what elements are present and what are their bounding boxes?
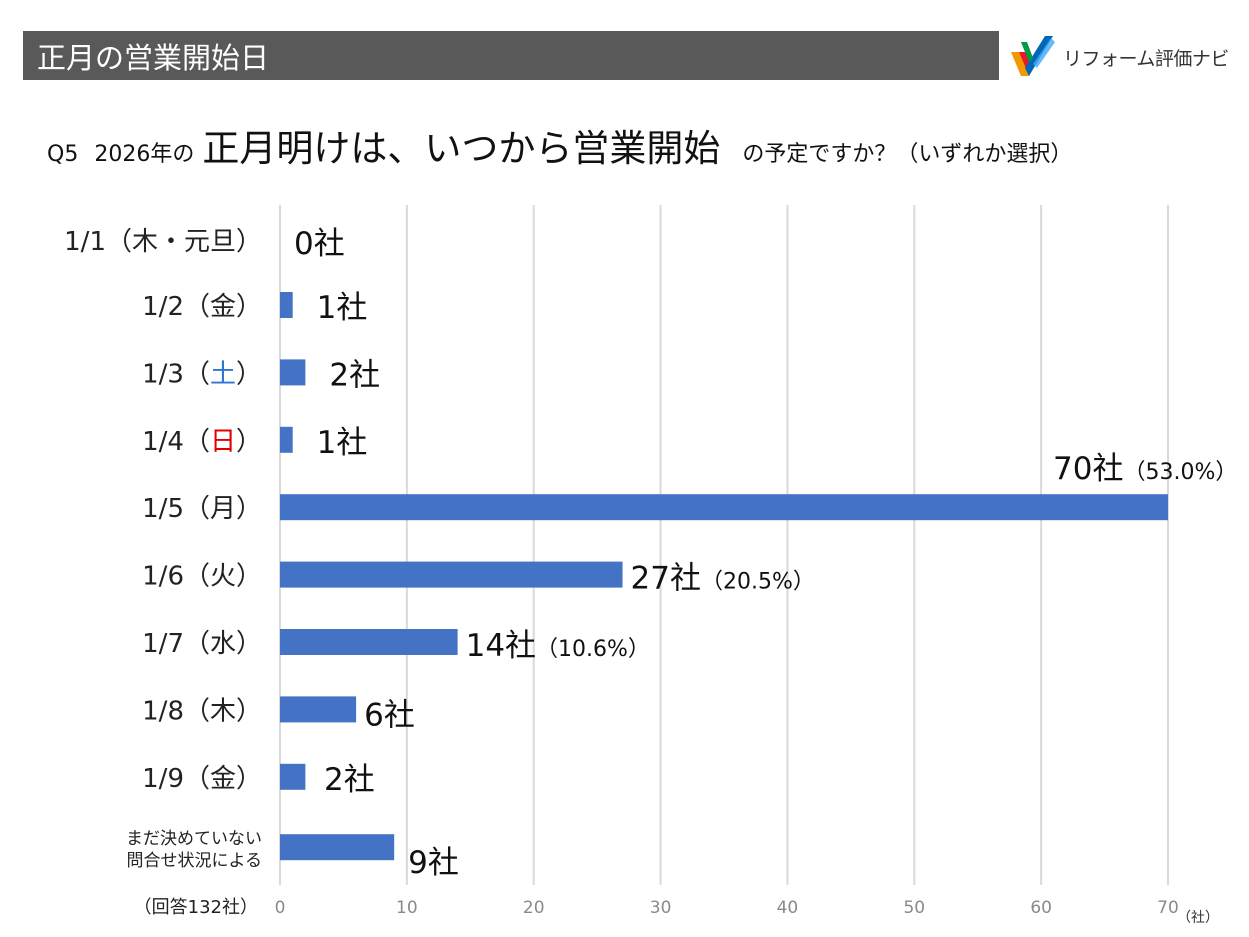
data-label: 2社 [329,357,380,393]
page-title: 正月の営業開始日 [23,31,999,80]
bar [280,561,623,588]
data-label: 27社（20.5%） [631,561,815,597]
data-label: 2社 [324,762,375,798]
x-axis-unit-label: （社） [1177,910,1219,926]
x-tick-label: 10 [396,898,418,918]
bar [280,629,458,655]
category-label: 1/2（金） [142,292,262,322]
page-title-text: 正月の営業開始日 [37,40,270,75]
bar [280,426,293,453]
category-label: 1/9（金） [142,764,262,794]
category-label: 1/7（水） [142,629,262,659]
x-tick-label: 40 [777,898,799,918]
data-label: 6社 [364,697,415,733]
bar [280,834,395,861]
x-tick-label: 30 [650,898,672,918]
bar [280,763,306,790]
bar [280,696,357,723]
category-label: 1/8（木） [142,696,262,726]
logo-text: リフォーム評価ナビ [1063,48,1229,70]
category-label: 1/6（火） [142,562,262,592]
x-tick-label: 60 [1030,898,1052,918]
data-label: 9社 [408,845,459,881]
bar [280,359,306,386]
x-tick-label: 0 [275,898,286,918]
x-tick-label: 70 [1157,898,1179,918]
category-label: 1/5（月） [142,494,262,524]
data-label: 70社（53.0%） [1053,451,1237,487]
question-number: Q5 [47,142,79,167]
x-tick-label: 20 [523,898,545,918]
data-label: 0社 [294,226,345,262]
x-tick-label: 50 [903,898,925,918]
category-label: まだ決めていない問合せ状況による [126,829,262,871]
category-label: 1/4（日） [142,427,262,457]
question-suffix: の予定ですか？（いずれか選択） [742,142,1073,167]
brand-logo: リフォーム評価ナビ [1007,30,1235,82]
question-year: 2026年の [94,142,195,167]
question-heading: Q5 2026年の 正月明けは、いつから営業開始 の予定ですか？（いずれか選択） [47,118,1072,172]
category-label: 1/1（木・元旦） [64,227,262,257]
category-label: 1/3（土） [142,359,262,389]
data-label: 1社 [317,425,368,461]
data-label: 1社 [317,290,368,326]
bar [280,494,1168,521]
question-emphasis: 正月明けは、いつから営業開始 [202,127,721,170]
data-label: 14社（10.6%） [466,628,650,664]
bar [280,292,293,318]
logo-mark-icon [1011,36,1055,76]
respondents-label: （回答132社） [134,897,258,918]
